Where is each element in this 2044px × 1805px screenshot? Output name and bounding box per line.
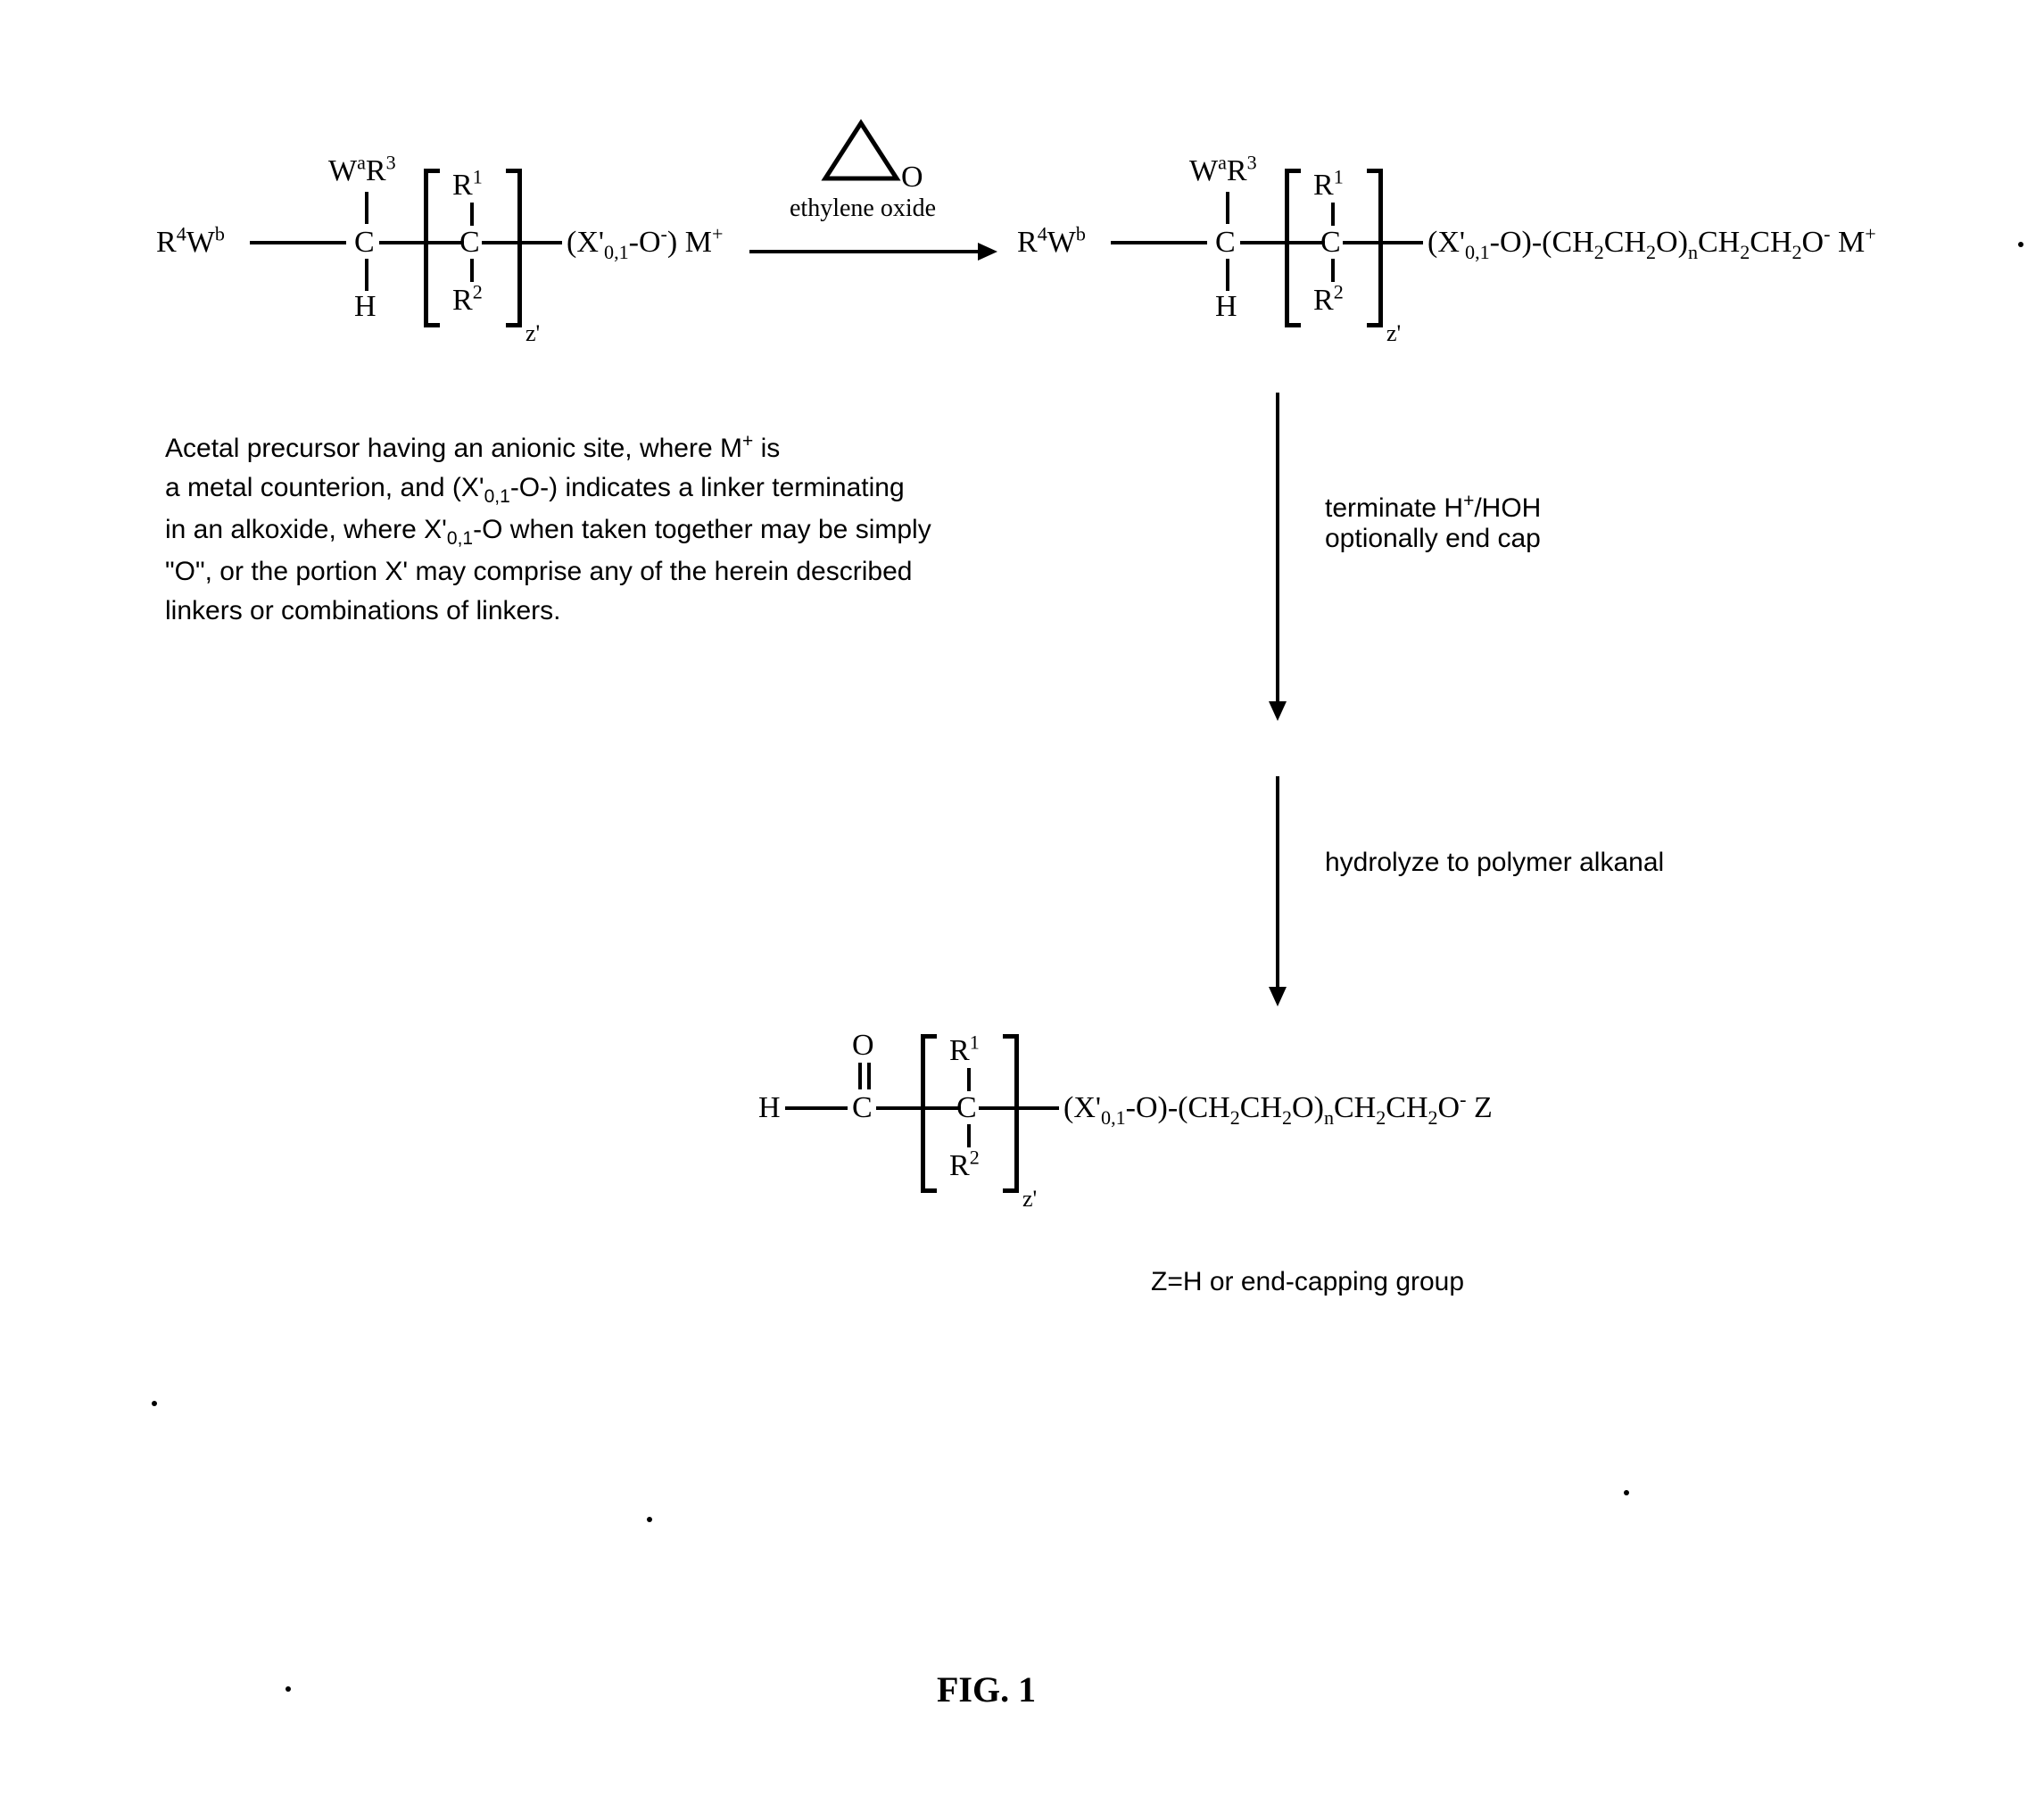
scan-artifact-dot [152,1401,157,1406]
group-R1-product: R1 [949,1036,980,1066]
atom-C-bracket-product: C [956,1093,977,1123]
scan-artifact-dot [285,1686,291,1692]
epoxide-o-atom: O [901,162,923,193]
atom-O-aldehyde: O [852,1031,874,1061]
group-R4Wb-right: R4Wb [1017,228,1086,258]
group-WaR3-right: WaR3 [1189,156,1257,186]
step-label-terminate: terminate H+/HOH optionally end cap [1325,491,1541,554]
group-R2-right: R2 [1313,286,1344,316]
tail-product: (X'0,1-O)-(CH2CH2O)nCH2CH2O- Z [1063,1093,1493,1123]
structure-polymer-alkanal: O H C R1 C R2 z' (X'0,1-O)-(CH2CH2O)nCH2… [758,1031,1829,1280]
atom-C2-right: C [1320,228,1341,258]
tail-right: (X'0,1-O)-(CH2CH2O)nCH2CH2O- M+ [1427,228,1876,258]
atom-H-aldehyde: H [758,1093,781,1123]
group-R1-right: R1 [1313,170,1344,201]
group-R1-left: R1 [452,170,483,201]
atom-H-left: H [354,292,377,322]
figure-page: O ethylene oxide WaR3 R4Wb C H R1 C R [0,0,2044,1805]
ethylene-oxide-group: O ethylene oxide [776,107,972,232]
sub-zprime-product: z' [1022,1188,1037,1211]
group-R4Wb-left: R4Wb [156,228,225,258]
step-label-hydrolyze: hydrolyze to polymer alkanal [1325,848,1664,878]
atom-H-right: H [1215,292,1237,322]
scan-artifact-dot [1624,1490,1629,1495]
atom-C2-left: C [459,228,480,258]
structure-peg-alkoxide: WaR3 R4Wb C H R1 C R2 z' (X'0,1-O)-(CH2C… [1017,156,2025,388]
atom-C1-right: C [1215,228,1236,258]
z-definition-label: Z=H or end-capping group [1151,1267,1464,1297]
reaction-arrow-2 [1267,393,1288,723]
figure-caption: FIG. 1 [937,1668,1036,1710]
scan-artifact-dot [647,1517,652,1522]
group-WaR3-left: WaR3 [328,156,396,186]
reaction-arrow-1 [749,241,999,262]
group-R2-left: R2 [452,286,483,316]
atom-C1-left: C [354,228,375,258]
sub-zprime-right: z' [1386,322,1401,345]
structure-acetal-precursor: WaR3 R4Wb C H R1 C R2 z' (X'0, [156,156,727,388]
sub-zprime-left: z' [525,322,540,345]
reaction-arrow-3 [1267,776,1288,1008]
tail-left: (X'0,1-O-) M+ [567,228,723,258]
group-R2-product: R2 [949,1151,980,1181]
atom-C-aldehyde: C [852,1093,873,1123]
ethylene-oxide-label: ethylene oxide [790,195,936,223]
epoxide-triangle-icon [776,107,972,196]
precursor-description-paragraph: Acetal precursor having an anionic site,… [165,428,1146,630]
